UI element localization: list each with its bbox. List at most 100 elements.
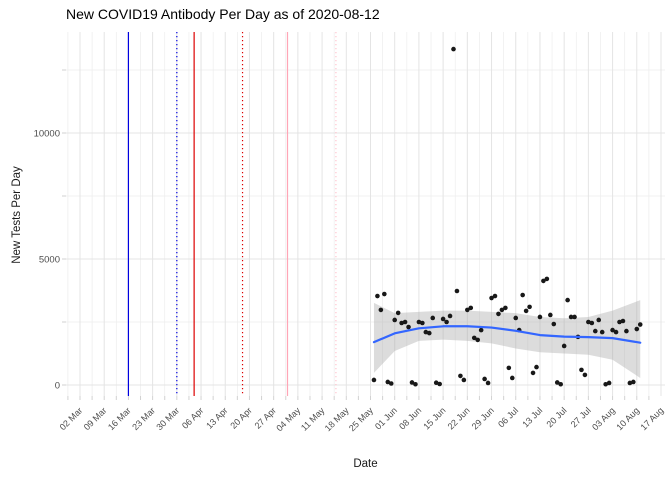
x-tick-label: 22 Jun bbox=[446, 405, 472, 431]
x-tick-label: 13 Apr bbox=[204, 405, 229, 430]
data-point bbox=[506, 365, 512, 371]
data-point bbox=[426, 330, 432, 336]
axis-tick-marks bbox=[62, 69, 650, 400]
data-point bbox=[399, 320, 404, 326]
data-point bbox=[610, 327, 615, 333]
data-point bbox=[420, 320, 425, 326]
data-point bbox=[589, 320, 595, 326]
x-tick-label: 02 Mar bbox=[58, 405, 85, 432]
data-point bbox=[454, 288, 460, 294]
x-tick-label: 03 Aug bbox=[590, 405, 617, 432]
data-point bbox=[485, 380, 491, 386]
data-point bbox=[489, 295, 494, 301]
data-point bbox=[509, 375, 515, 381]
y-tick-label: 10000 bbox=[34, 129, 60, 140]
data-point bbox=[378, 307, 384, 313]
data-point bbox=[465, 307, 470, 313]
smooth-line bbox=[372, 325, 642, 344]
data-point bbox=[478, 327, 484, 333]
data-point bbox=[537, 314, 543, 320]
data-point bbox=[447, 313, 453, 319]
data-point bbox=[565, 297, 570, 303]
data-point bbox=[572, 314, 577, 320]
data-point bbox=[599, 329, 605, 335]
x-tick-label: 13 Jul bbox=[520, 405, 544, 429]
chart-title: New COVID19 Antibody Per Day as of 2020-… bbox=[66, 6, 380, 22]
data-point bbox=[482, 376, 487, 382]
data-point bbox=[513, 315, 519, 321]
data-point bbox=[392, 317, 398, 323]
data-point bbox=[458, 373, 463, 379]
data-point bbox=[371, 377, 377, 383]
data-point bbox=[395, 310, 401, 316]
data-point bbox=[471, 335, 477, 341]
data-point bbox=[375, 293, 380, 299]
data-point bbox=[606, 380, 612, 386]
data-point bbox=[475, 337, 481, 343]
data-point bbox=[406, 324, 411, 330]
data-point bbox=[503, 305, 508, 311]
x-tick-label: 04 May bbox=[274, 405, 302, 433]
data-point bbox=[527, 304, 532, 310]
data-point bbox=[561, 343, 567, 349]
data-point bbox=[627, 380, 633, 386]
data-point bbox=[461, 377, 467, 383]
data-point bbox=[582, 372, 588, 378]
x-axis-title: Date bbox=[353, 458, 378, 470]
data-point bbox=[430, 315, 436, 321]
data-point bbox=[544, 276, 550, 282]
data-point bbox=[437, 381, 442, 387]
gridlines-minor bbox=[66, 32, 665, 396]
x-tick-label: 23 Mar bbox=[130, 405, 157, 432]
data-point bbox=[413, 381, 418, 387]
data-point bbox=[382, 291, 387, 297]
x-tick-label: 29 Jun bbox=[470, 405, 496, 431]
data-point bbox=[554, 380, 560, 385]
data-point bbox=[385, 379, 391, 385]
y-tick-label: 0 bbox=[55, 381, 60, 392]
data-point bbox=[468, 305, 474, 311]
data-point bbox=[596, 317, 602, 323]
confidence-ribbon bbox=[373, 300, 641, 378]
x-tick-label: 30 Mar bbox=[154, 405, 181, 432]
data-point bbox=[440, 316, 446, 322]
data-point bbox=[624, 328, 629, 334]
x-tick-label: 17 Aug bbox=[639, 405, 666, 432]
scatter-points bbox=[371, 46, 643, 387]
y-tick-labels: 0 5000 10000 bbox=[34, 129, 60, 392]
data-point bbox=[603, 381, 608, 387]
data-point bbox=[388, 381, 394, 386]
data-point bbox=[620, 318, 626, 324]
data-point bbox=[409, 380, 415, 385]
x-tick-label: 16 Mar bbox=[106, 405, 133, 432]
data-point bbox=[492, 293, 498, 299]
smooth-line bbox=[372, 325, 642, 344]
x-tick-label: 06 Apr bbox=[180, 405, 205, 430]
x-tick-label: 25 May bbox=[347, 405, 375, 433]
x-tick-label: 09 Mar bbox=[82, 405, 109, 432]
x-tick-label: 27 Jul bbox=[569, 405, 593, 429]
data-point bbox=[416, 319, 422, 325]
y-axis-title: New Tests Per Day bbox=[11, 166, 23, 264]
data-point bbox=[617, 319, 622, 325]
confidence-ribbon bbox=[373, 300, 641, 378]
data-point bbox=[499, 307, 505, 313]
x-tick-label: 20 Jul bbox=[545, 405, 569, 429]
x-tick-label: 18 May bbox=[323, 405, 351, 433]
data-point bbox=[402, 319, 408, 325]
data-point bbox=[592, 328, 598, 334]
x-tick-label: 10 Aug bbox=[614, 405, 641, 432]
x-tick-label: 15 Jun bbox=[421, 405, 447, 431]
x-tick-label: 08 Jun bbox=[397, 405, 423, 431]
data-point bbox=[548, 312, 553, 318]
data-point bbox=[579, 367, 584, 373]
data-point bbox=[568, 314, 574, 320]
data-point bbox=[637, 322, 643, 327]
data-point bbox=[634, 326, 640, 332]
data-point bbox=[631, 379, 636, 385]
x-tick-label: 01 Jun bbox=[373, 405, 399, 431]
data-point bbox=[551, 321, 557, 327]
data-point bbox=[444, 319, 449, 325]
